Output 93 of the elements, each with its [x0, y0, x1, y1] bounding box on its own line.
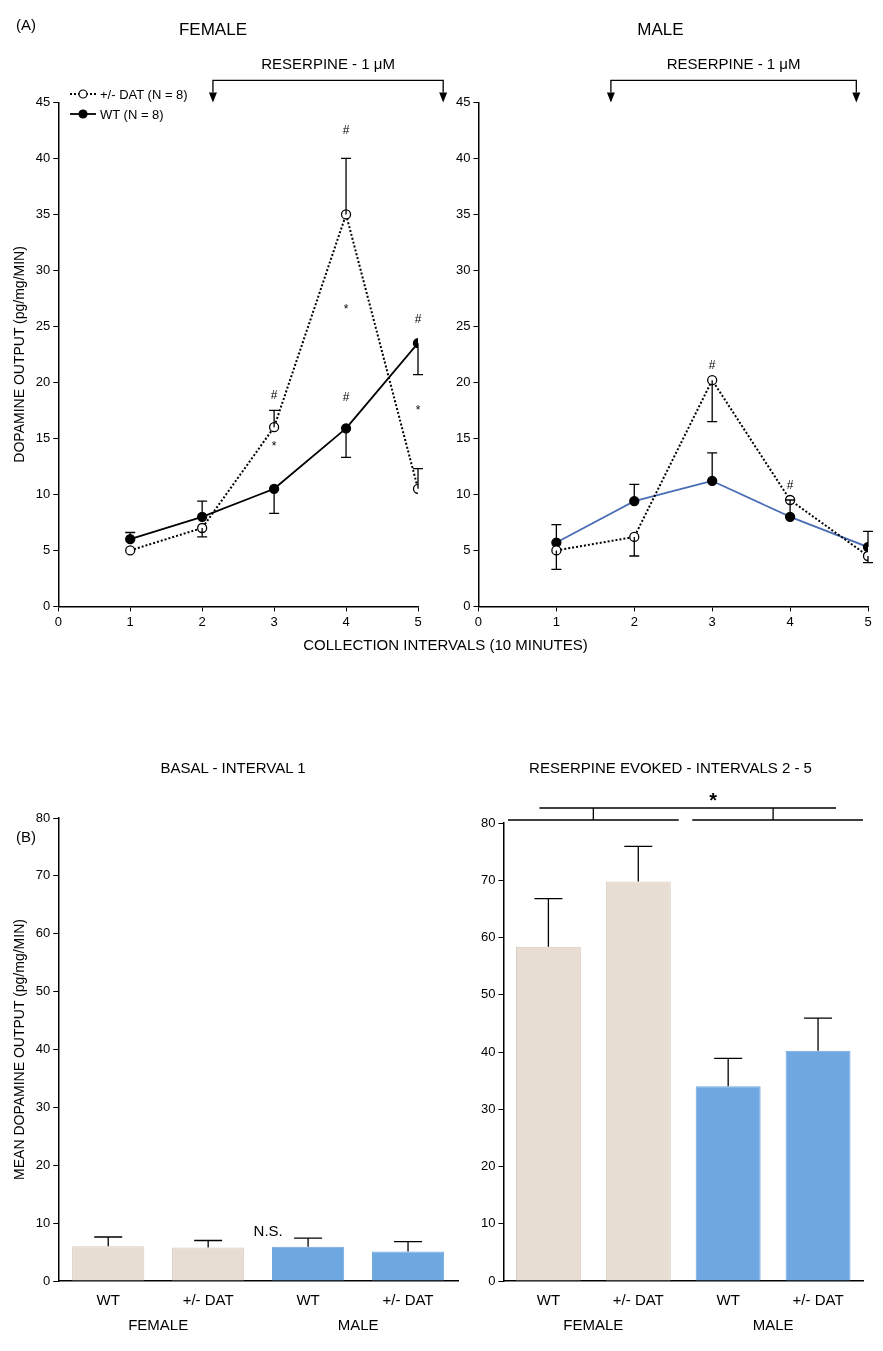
text: (A) [16, 16, 36, 34]
legend-label: +/- DAT (N = 8) [100, 86, 188, 102]
text: MALE [752, 1316, 794, 1334]
y-tick-label: 0 [43, 597, 51, 613]
x-tick-label: 3 [270, 613, 278, 629]
y-tick-label: 80 [35, 809, 51, 825]
point [707, 375, 718, 386]
x-tick-label: WT [96, 1291, 120, 1309]
chart-title: MALE [637, 19, 684, 39]
x-tick-label: 5 [414, 613, 422, 629]
y-tick-label: 35 [35, 205, 51, 221]
y-tick-label: 10 [35, 485, 51, 501]
y-tick-label: 30 [35, 261, 51, 277]
x-tick-label: 2 [630, 613, 638, 629]
annotation: # [708, 357, 716, 372]
y-tick-label: 30 [480, 1100, 496, 1116]
y-tick-label: 10 [480, 1215, 496, 1231]
x-tick-label: +/- DAT [612, 1291, 664, 1309]
point [197, 522, 208, 534]
y-tick-label: 50 [480, 986, 496, 1002]
legend-label: WT (N = 8) [100, 106, 164, 122]
x-tick-label: WT [536, 1291, 561, 1309]
text: RESERPINE - 1 μM [261, 54, 395, 72]
chart-title: RESERPINE EVOKED - INTERVALS 2 - 5 [529, 759, 812, 777]
y-tick-label: 50 [35, 983, 51, 999]
y-tick-label: 5 [43, 541, 51, 557]
text: FEMALE [128, 1316, 189, 1334]
y-tick-label: 45 [455, 93, 471, 109]
y-tick-label: 20 [35, 1156, 51, 1172]
y-tick-label: 40 [35, 1041, 51, 1057]
annotation: # [786, 477, 794, 492]
y-tick-label: 20 [35, 373, 51, 389]
annotation: * [271, 438, 277, 453]
chart-title: FEMALE [178, 19, 248, 39]
annotation: # [270, 388, 278, 403]
y-tick-label: 25 [455, 317, 471, 333]
x-tick-label: 5 [864, 613, 872, 629]
y-tick-label: 15 [455, 429, 471, 445]
point [197, 511, 208, 522]
x-tick-label: 4 [786, 613, 794, 629]
y-tick-label: 10 [35, 1214, 51, 1230]
text: MALE [337, 1316, 379, 1334]
point [125, 545, 136, 556]
annotation: # [342, 390, 350, 405]
x-tick-label: 4 [342, 613, 350, 629]
y-tick-label: 40 [455, 149, 471, 165]
y-tick-label: 40 [35, 149, 51, 165]
x-tick-label: +/- DAT [182, 1291, 234, 1309]
text: * [709, 788, 718, 811]
y-tick-label: 5 [463, 541, 471, 557]
x-tick-label: WT [716, 1291, 740, 1309]
annotation: # [414, 311, 422, 326]
text: RESERPINE - 1 μM [666, 54, 801, 72]
text: (B) [16, 828, 36, 846]
bar [695, 1086, 761, 1281]
y-tick-label: 80 [480, 814, 496, 830]
annotation: * [343, 301, 349, 316]
bar [785, 1050, 851, 1281]
x-tick-label: 1 [552, 613, 560, 629]
x-tick-label: +/- DAT [792, 1291, 844, 1309]
text: FEMALE [563, 1316, 624, 1334]
y-tick-label: 60 [480, 929, 496, 945]
y-tick-label: 30 [455, 261, 471, 277]
y-tick-label: 20 [480, 1158, 496, 1174]
chart-title: BASAL - INTERVAL 1 [160, 759, 306, 777]
annotation: * [415, 402, 421, 417]
x-tick-label: +/- DAT [382, 1291, 434, 1309]
x-tick-label: WT [296, 1291, 320, 1309]
y-tick-label: 35 [455, 205, 471, 221]
x-tick-label: 1 [126, 613, 134, 629]
y-tick-label: 0 [43, 1272, 51, 1288]
annotation: N.S. [253, 1221, 283, 1239]
point [551, 545, 562, 556]
y-tick-label: 10 [455, 485, 471, 501]
x-tick-label: 0 [54, 613, 62, 629]
y-tick-label: 40 [480, 1043, 496, 1059]
y-tick-label: 0 [488, 1272, 496, 1288]
x-tick-label: 2 [198, 613, 206, 629]
y-tick-label: 25 [35, 317, 51, 333]
y-tick-label: 30 [35, 1098, 51, 1114]
y-tick-label: 70 [480, 871, 496, 887]
y-tick-label: 70 [35, 867, 51, 883]
y-axis-title: DOPAMINE OUTPUT (pg/mg/MIN) [11, 246, 28, 463]
y-tick-label: 0 [463, 597, 471, 613]
y-tick-label: 20 [455, 373, 471, 389]
y-tick-label: 15 [35, 429, 51, 445]
y-tick-label: 60 [35, 925, 51, 941]
point [629, 531, 640, 543]
x-axis-title: COLLECTION INTERVALS (10 MINUTES) [302, 636, 589, 653]
y-tick-label: 45 [35, 93, 51, 109]
x-tick-label: 3 [708, 613, 716, 629]
y-axis-title: MEAN DOPAMINE OUTPUT (pg/mg/MIN) [11, 919, 28, 1180]
annotation: # [342, 122, 350, 137]
